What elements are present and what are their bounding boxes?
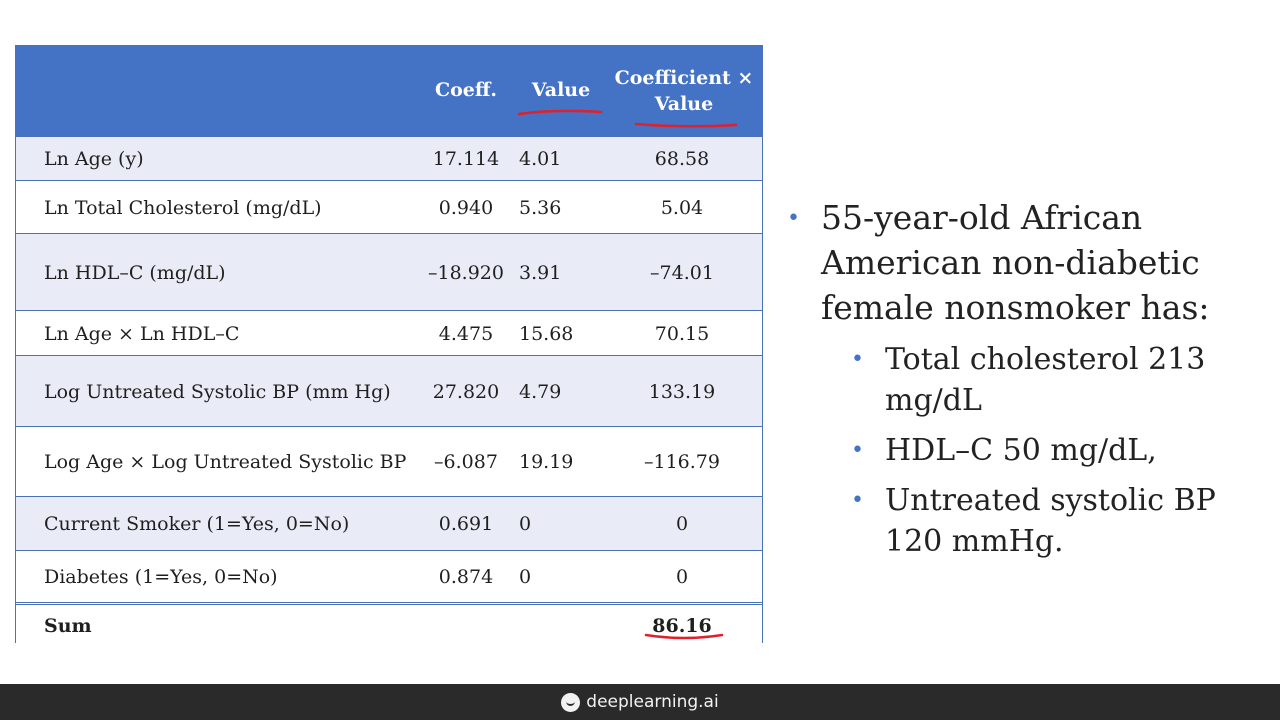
footer-brand: deeplearning.ai xyxy=(586,692,719,712)
row-coeff: 27.820 xyxy=(432,380,500,403)
table-row: Log Untreated Systolic BP (mm Hg) 27.820… xyxy=(16,355,762,427)
row-product: 70.15 xyxy=(654,322,710,345)
bullet-dot-icon: • xyxy=(851,488,864,513)
row-coeff: 0.691 xyxy=(438,513,494,535)
table-row: Diabetes (1=Yes, 0=No) 0.874 0 0 xyxy=(16,550,762,603)
row-label: Ln HDL–C (mg/dL) xyxy=(44,261,226,284)
sum-row: Sum 86.16 xyxy=(16,602,762,643)
header-product-line1: Coefficient × xyxy=(614,67,754,89)
sum-label: Sum xyxy=(44,614,92,637)
row-value: 4.01 xyxy=(519,148,562,170)
footer-bar: deeplearning.ai xyxy=(0,684,1280,720)
sub-bullet-text: HDL–C 50 mg/dL, xyxy=(885,433,1157,468)
row-coeff: 0.874 xyxy=(438,566,494,588)
bullet-dot-icon: • xyxy=(787,206,800,231)
row-product: –74.01 xyxy=(650,261,714,284)
row-value: 5.36 xyxy=(519,196,562,219)
row-label: Ln Age × Ln HDL–C xyxy=(44,322,240,345)
sub-bullet-text: Untreated systolic BP 120 mmHg. xyxy=(885,483,1216,559)
row-coeff: –6.087 xyxy=(434,451,498,473)
patient-description: • 55-year-old African American non-diabe… xyxy=(787,195,1257,571)
main-bullet: • 55-year-old African American non-diabe… xyxy=(787,195,1257,330)
header-value: Value xyxy=(531,79,591,101)
header-coeff: Coeff. xyxy=(434,79,498,101)
table-row: Ln HDL–C (mg/dL) –18.920 3.91 –74.01 xyxy=(16,233,762,311)
sub-bullet-text: Total cholesterol 213 mg/dL xyxy=(885,342,1206,418)
row-label: Log Age × Log Untreated Systolic BP xyxy=(44,451,407,473)
row-value: 19.19 xyxy=(519,451,574,473)
row-value: 0 xyxy=(519,513,532,535)
row-coeff: 4.475 xyxy=(438,322,494,345)
header-product: Coefficient × Value xyxy=(604,65,762,117)
row-product: 68.58 xyxy=(654,148,710,170)
sub-bullet: • Untreated systolic BP 120 mmHg. xyxy=(787,480,1257,562)
sub-bullet: • Total cholesterol 213 mg/dL xyxy=(787,339,1257,421)
table-row: Log Age × Log Untreated Systolic BP –6.0… xyxy=(16,426,762,497)
row-label: Ln Age (y) xyxy=(44,148,144,170)
row-label: Current Smoker (1=Yes, 0=No) xyxy=(44,513,350,535)
table-row: Ln Total Cholesterol (mg/dL) 0.940 5.36 … xyxy=(16,180,762,234)
main-bullet-text: 55-year-old African American non-diabeti… xyxy=(821,198,1210,327)
row-product: 133.19 xyxy=(648,380,716,403)
row-label: Ln Total Cholesterol (mg/dL) xyxy=(44,196,322,219)
deeplearning-logo-icon xyxy=(561,692,581,712)
row-value: 3.91 xyxy=(519,261,562,284)
table-row: Ln Age × Ln HDL–C 4.475 15.68 70.15 xyxy=(16,310,762,356)
sub-bullet-list: • Total cholesterol 213 mg/dL • HDL–C 50… xyxy=(787,339,1257,562)
row-value: 0 xyxy=(519,566,532,588)
bullet-dot-icon: • xyxy=(851,438,864,463)
header-product-line2: Value xyxy=(654,93,714,115)
row-value: 4.79 xyxy=(519,380,562,403)
row-value: 15.68 xyxy=(519,322,574,345)
row-product: 0 xyxy=(675,566,689,588)
row-label: Diabetes (1=Yes, 0=No) xyxy=(44,566,278,588)
sum-value: 86.16 xyxy=(652,614,712,637)
row-product: –116.79 xyxy=(644,451,720,473)
row-label: Log Untreated Systolic BP (mm Hg) xyxy=(44,380,391,403)
table-row: Ln Age (y) 17.114 4.01 68.58 xyxy=(16,136,762,181)
table-header: Coeff. Value Coefficient × Value xyxy=(16,45,762,136)
slide: Coeff. Value Coefficient × Value Ln Age … xyxy=(15,45,1257,643)
sub-bullet: • HDL–C 50 mg/dL, xyxy=(787,430,1257,471)
risk-score-table: Coeff. Value Coefficient × Value Ln Age … xyxy=(15,45,763,643)
row-product: 5.04 xyxy=(660,196,704,219)
row-coeff: 17.114 xyxy=(432,148,500,170)
row-product: 0 xyxy=(675,513,689,535)
table-row: Current Smoker (1=Yes, 0=No) 0.691 0 0 xyxy=(16,496,762,551)
row-coeff: –18.920 xyxy=(428,261,504,284)
bullet-dot-icon: • xyxy=(851,347,864,372)
row-coeff: 0.940 xyxy=(438,196,494,219)
